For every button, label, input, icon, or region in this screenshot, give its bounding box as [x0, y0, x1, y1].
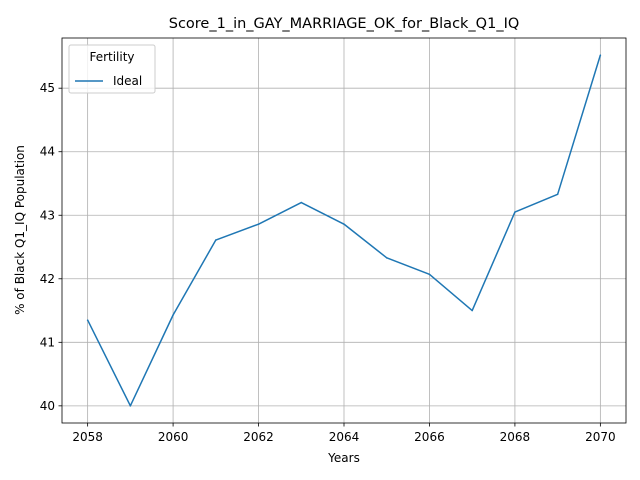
y-tick-label: 45 [40, 81, 55, 95]
data-point [172, 314, 174, 316]
y-axis-label: % of Black Q1_IQ Population [13, 145, 27, 315]
data-point [385, 257, 388, 259]
legend: Fertility Ideal [68, 44, 156, 94]
x-tick-label: 2060 [158, 430, 189, 444]
data-point [257, 223, 260, 225]
y-tick-label: 43 [40, 208, 55, 222]
y-tick-label: 40 [40, 399, 55, 413]
y-tick-label: 42 [40, 272, 55, 286]
data-point [599, 54, 602, 56]
x-tick-label: 2064 [329, 430, 360, 444]
data-point [343, 223, 345, 225]
gridlines [62, 38, 626, 423]
x-axis-label: Years [327, 451, 360, 465]
chart-title: Score_1_in_GAY_MARRIAGE_OK_for_Black_Q1_… [169, 16, 520, 32]
data-point [129, 405, 132, 407]
axis-ticks: 2058 2060 2062 2064 2066 2068 2070 40 41 42 43 44 45 [40, 81, 616, 444]
series-layer [86, 54, 602, 407]
data-point [556, 193, 559, 196]
data-point [514, 211, 516, 213]
y-tick-label: 44 [40, 145, 55, 159]
x-tick-label: 2066 [414, 430, 445, 444]
data-point [86, 319, 89, 321]
data-point [471, 309, 473, 312]
legend-title: Fertility [89, 50, 134, 64]
data-point [300, 201, 303, 204]
x-tick-label: 2062 [243, 430, 274, 444]
data-point [215, 239, 217, 241]
x-tick-label: 2068 [500, 430, 531, 444]
legend-label-ideal: Ideal [113, 74, 142, 88]
x-tick-label: 2070 [585, 430, 616, 444]
data-point [428, 273, 431, 276]
x-tick-label: 2058 [72, 430, 103, 444]
y-tick-label: 41 [40, 335, 55, 349]
